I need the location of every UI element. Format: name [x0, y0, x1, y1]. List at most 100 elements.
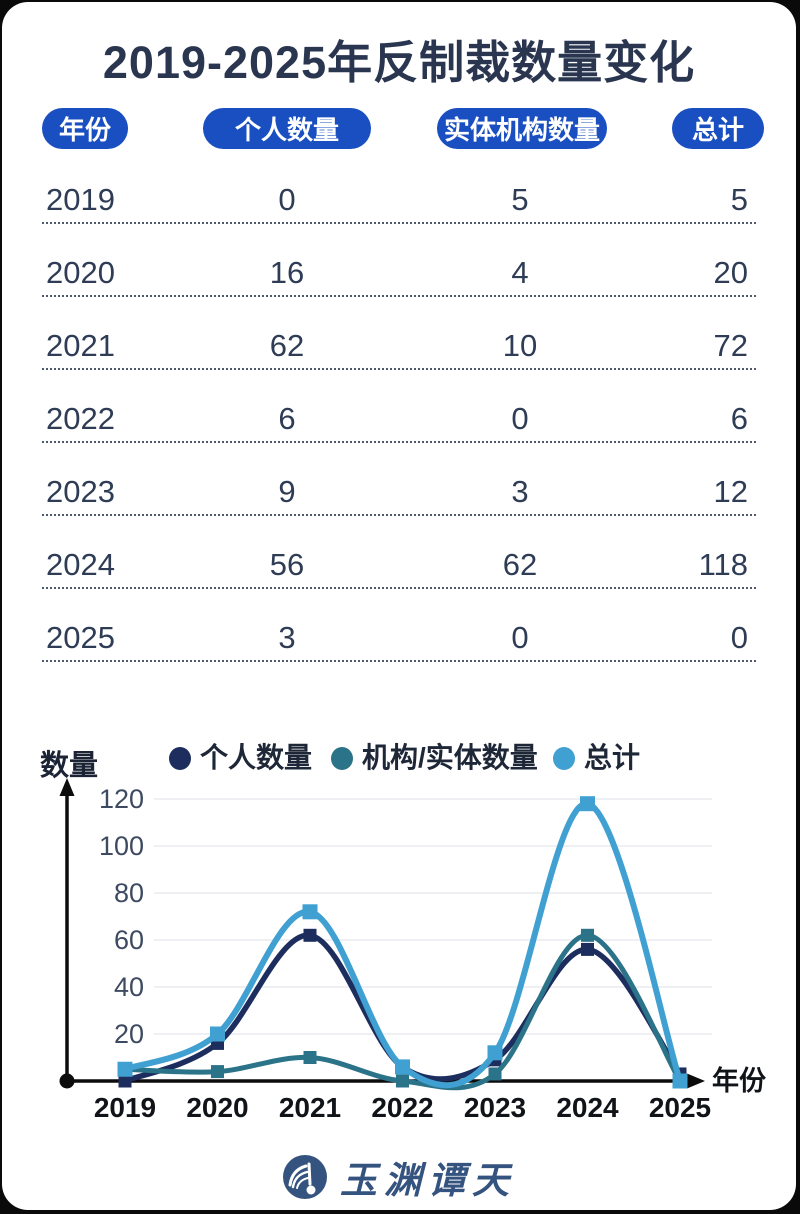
y-tick-label: 120 — [99, 784, 144, 814]
column-header-entities-label: 实体机构数量 — [443, 115, 600, 145]
data-point-marker — [210, 1026, 225, 1042]
column-header-individuals-label: 个人数量 — [234, 115, 339, 145]
legend-dot-icon — [331, 746, 353, 770]
legend-dot-icon — [553, 746, 575, 770]
cell-total: 20 — [713, 255, 748, 290]
cell-year: 2025 — [46, 620, 115, 655]
cell-entities: 10 — [502, 328, 538, 363]
logo-text: 玉渊谭天 — [340, 1161, 516, 1202]
cell-year: 2023 — [46, 474, 115, 509]
data-table: 2019 0 5 5 2020 16 4 20 2021 62 10 72 20… — [2, 151, 796, 662]
y-axis-arrow-icon — [59, 778, 75, 796]
cell-total: 6 — [730, 401, 748, 436]
cell-entities: 0 — [511, 620, 529, 655]
cell-individuals: 3 — [278, 620, 296, 655]
row-divider — [42, 295, 756, 297]
y-tick-label: 40 — [114, 972, 144, 1002]
row-divider — [42, 660, 756, 662]
legend-item-total: 总计 — [553, 744, 640, 772]
data-point-marker — [395, 1059, 410, 1075]
table-row: 2024 56 62 118 — [2, 516, 796, 589]
cell-total: 118 — [698, 547, 748, 582]
legend-item-entities: 机构/实体数量 — [331, 744, 538, 772]
legend-label: 个人数量 — [200, 742, 313, 773]
legend-label: 机构/实体数量 — [362, 742, 538, 773]
column-header-individuals: 个人数量 — [203, 108, 371, 149]
data-point-marker — [117, 1061, 133, 1077]
table-row: 2020 16 4 20 — [2, 224, 796, 297]
data-point-marker — [581, 942, 594, 956]
column-header-year: 年份 — [42, 108, 128, 149]
footer-logo: 玉渊谭天 — [2, 1150, 796, 1204]
cell-total: 5 — [730, 182, 748, 217]
row-divider — [42, 441, 756, 443]
column-header-year-label: 年份 — [58, 115, 111, 145]
cell-individuals: 9 — [278, 474, 296, 509]
y-axis-title: 数量 — [40, 750, 99, 782]
series-line — [122, 932, 683, 1084]
table-row: 2025 3 0 0 — [2, 589, 796, 662]
x-tick-label: 2022 — [371, 1092, 433, 1123]
data-point-marker — [488, 1067, 502, 1081]
cell-individuals: 56 — [269, 547, 305, 582]
legend-dot-icon — [169, 746, 191, 770]
table-row: 2022 6 0 6 — [2, 370, 796, 443]
y-tick-label: 100 — [99, 831, 144, 861]
column-header-total-label: 总计 — [691, 115, 744, 145]
data-point-marker — [303, 928, 317, 942]
data-point-marker — [211, 1065, 224, 1079]
x-axis-arrow-icon — [687, 1073, 705, 1089]
x-tick-label: 2021 — [279, 1092, 341, 1123]
legend-label: 总计 — [584, 742, 641, 773]
cell-total: 12 — [713, 474, 748, 509]
cell-total: 72 — [713, 328, 748, 363]
cell-year: 2021 — [46, 328, 115, 363]
row-divider — [42, 587, 756, 589]
x-tick-label: 2020 — [186, 1092, 248, 1123]
cell-entities: 5 — [511, 182, 529, 217]
cell-total: 0 — [730, 620, 748, 655]
cell-year: 2019 — [46, 182, 115, 217]
data-point-marker — [303, 1051, 317, 1064]
cell-individuals: 16 — [269, 255, 305, 290]
cell-entities: 62 — [502, 547, 538, 582]
table-row: 2021 62 10 72 — [2, 297, 796, 370]
x-tick-label: 2024 — [556, 1092, 619, 1123]
table-row: 2023 9 3 12 — [2, 443, 796, 516]
line-chart: 20 40 60 80 100 120 年份 2019 2020 2021 2022 2023 2024… — [59, 778, 766, 1123]
x-tick-label: 2023 — [464, 1092, 526, 1123]
cell-individuals: 0 — [278, 182, 296, 217]
data-point-marker — [396, 1074, 409, 1088]
data-point-marker — [487, 1045, 503, 1061]
data-point-marker — [580, 796, 595, 812]
x-axis-title: 年份 — [712, 1065, 766, 1096]
cell-entities: 0 — [511, 401, 529, 436]
cell-entities: 3 — [511, 474, 529, 509]
data-point-marker — [672, 1073, 688, 1089]
column-header-total: 总计 — [672, 108, 764, 149]
cell-entities: 4 — [511, 255, 529, 290]
axis-origin-dot — [59, 1073, 75, 1089]
legend-item-individuals: 个人数量 — [169, 744, 312, 772]
x-tick-label: 2019 — [94, 1092, 156, 1123]
data-point-marker — [581, 928, 594, 942]
cell-year: 2020 — [46, 255, 115, 290]
y-tick-label: 20 — [114, 1019, 144, 1049]
row-divider — [42, 368, 756, 370]
table-row: 2019 0 5 5 — [2, 151, 796, 224]
data-point-marker — [118, 1074, 132, 1088]
cell-individuals: 6 — [278, 401, 296, 436]
series-line — [122, 800, 683, 1089]
row-divider — [42, 514, 756, 516]
logo-icon — [283, 1155, 327, 1199]
cell-individuals: 62 — [269, 328, 305, 363]
data-point-marker — [302, 904, 318, 920]
y-tick-label: 60 — [114, 925, 144, 955]
page-title: 2019-2025年反制裁数量变化 — [102, 37, 696, 88]
row-divider — [42, 222, 756, 224]
x-tick-label: 2025 — [649, 1092, 711, 1123]
cell-year: 2022 — [46, 401, 115, 436]
cell-year: 2024 — [46, 547, 115, 582]
column-header-entities: 实体机构数量 — [437, 108, 607, 149]
